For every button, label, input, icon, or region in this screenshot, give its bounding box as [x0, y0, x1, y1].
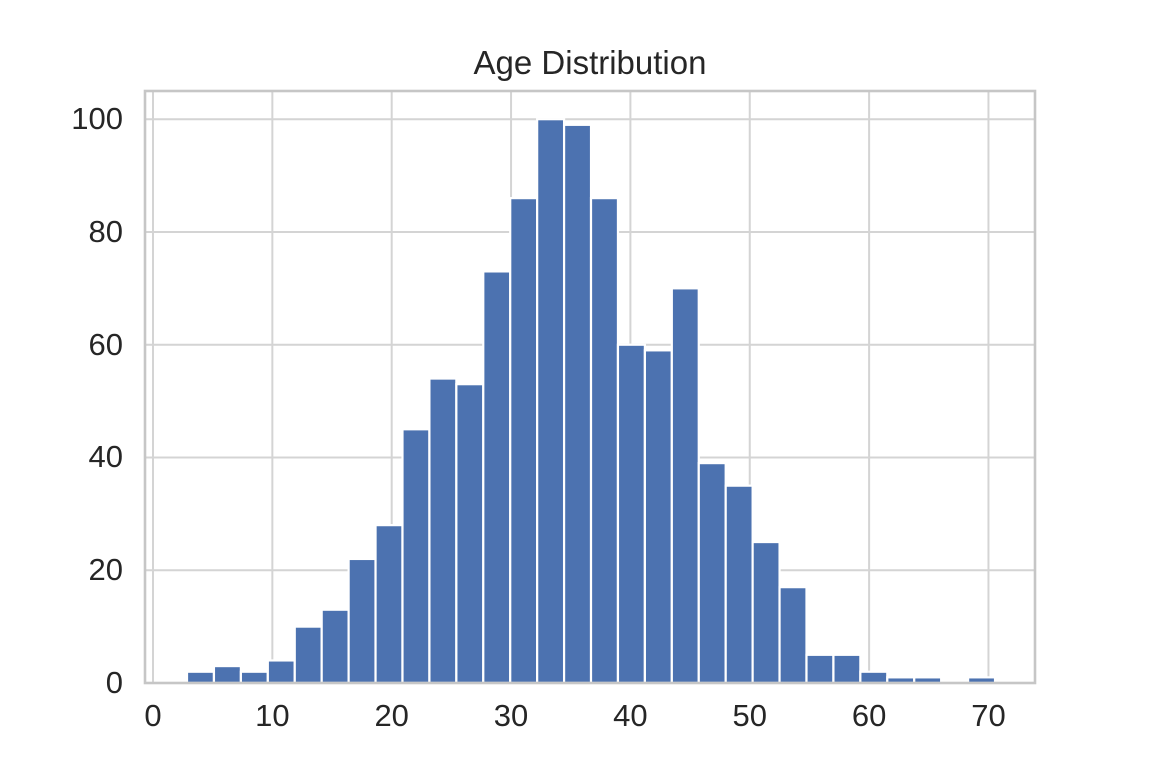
- histogram-bar: [374, 524, 404, 685]
- y-tick-label: 80: [88, 213, 123, 249]
- histogram-bar: [212, 664, 242, 685]
- histogram-bar: [509, 197, 539, 685]
- x-tick-label: 20: [374, 698, 409, 733]
- y-tick-label: 20: [88, 552, 123, 588]
- histogram-bar: [482, 270, 512, 685]
- histogram-bar: [428, 377, 458, 685]
- y-tick-label: 60: [88, 326, 123, 362]
- histogram-bar: [832, 653, 862, 685]
- histogram-bar: [185, 670, 216, 685]
- x-tick-label: 10: [255, 698, 290, 733]
- x-tick-label: 60: [851, 698, 887, 733]
- histogram-bar: [778, 586, 808, 685]
- histogram-bar: [724, 484, 754, 685]
- histogram-bar: [320, 608, 350, 685]
- histogram-bar: [859, 670, 889, 685]
- histogram-bar: [670, 287, 700, 685]
- y-tick-label: 100: [71, 101, 123, 137]
- histogram-bar: [751, 540, 781, 685]
- histogram-bar: [562, 123, 593, 685]
- histogram-bar: [697, 462, 727, 685]
- histogram-bar: [239, 670, 269, 685]
- histogram-bar: [347, 557, 377, 685]
- chart-title: Age Distribution: [473, 44, 707, 81]
- histogram-bar: [293, 625, 323, 685]
- histogram-bar: [536, 118, 566, 685]
- histogram-bar: [643, 349, 673, 685]
- axes-spines: [143, 89, 1037, 685]
- x-tick-label: 50: [732, 698, 767, 733]
- histogram-bar: [589, 197, 620, 685]
- x-tick-label: 40: [613, 698, 648, 733]
- histogram-bar: [805, 653, 835, 685]
- x-tick-label: 0: [144, 698, 162, 733]
- y-tick-label: 40: [88, 439, 123, 475]
- x-tick-label: 30: [493, 698, 529, 733]
- x-tick-label: 70: [971, 698, 1006, 733]
- y-tick-label: 0: [105, 665, 123, 700]
- histogram-bar: [401, 428, 431, 685]
- histogram-bar: [616, 343, 646, 685]
- histogram-bar: [266, 659, 296, 685]
- histogram-bar: [455, 383, 485, 685]
